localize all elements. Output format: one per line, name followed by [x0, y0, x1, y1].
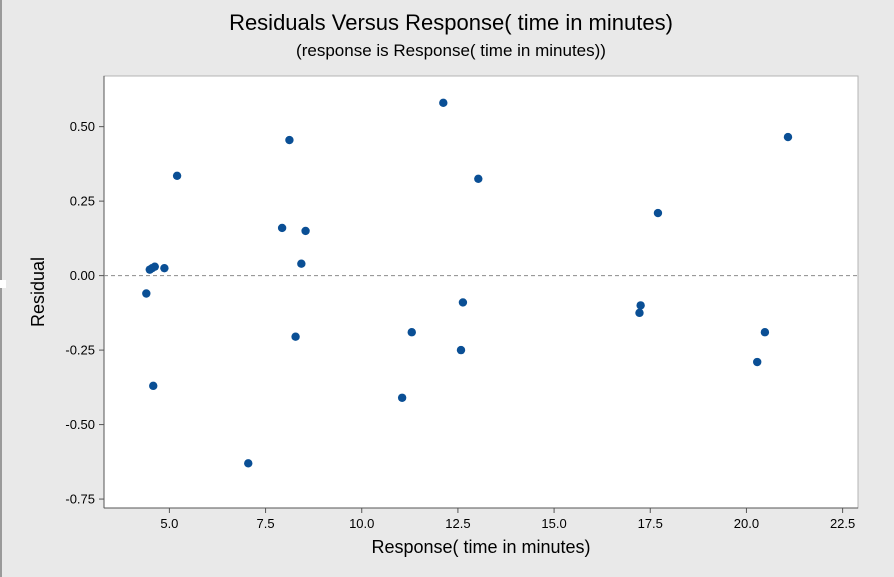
- x-tick-label: 22.5: [830, 516, 855, 531]
- y-tick-label: -0.50: [65, 417, 95, 432]
- scatter-point: [285, 135, 294, 145]
- chart-subtitle: (response is Response( time in minutes)): [296, 41, 606, 60]
- scatter-point: [142, 289, 151, 298]
- window-left-border: [0, 0, 2, 577]
- scatter-point: [149, 381, 158, 391]
- scatter-point: [474, 174, 483, 183]
- x-tick-label: 17.5: [638, 516, 663, 531]
- scatter-point: [753, 357, 762, 367]
- scatter-point: [439, 98, 448, 108]
- y-tick-label: 0.50: [70, 119, 95, 134]
- scatter-point: [456, 345, 466, 355]
- scatter-point: [160, 263, 169, 273]
- scatter-point: [783, 132, 793, 142]
- scatter-point: [301, 226, 310, 236]
- scatter-point: [291, 332, 300, 341]
- x-axis-label: Response( time in minutes): [371, 537, 590, 557]
- plot-area: [103, 75, 859, 509]
- scatter-point: [277, 223, 287, 233]
- y-tick-label: 0.25: [70, 194, 95, 209]
- x-tick-label: 7.5: [257, 516, 275, 531]
- chart-title: Residuals Versus Response( time in minut…: [229, 10, 673, 35]
- x-tick-label: 20.0: [734, 516, 759, 531]
- scatter-point: [244, 459, 253, 468]
- scatter-point: [760, 328, 770, 337]
- x-tick-label: 10.0: [349, 516, 374, 531]
- x-tick-label: 15.0: [541, 516, 566, 531]
- y-tick-label: -0.75: [65, 492, 95, 507]
- scatter-point: [458, 298, 468, 307]
- scatter-point: [407, 328, 416, 337]
- scatter-point: [297, 259, 306, 268]
- scatter-point: [150, 262, 159, 271]
- y-axis-label: Residual: [28, 257, 48, 327]
- data-points: [142, 98, 793, 468]
- y-axis-ticks: -0.75 -0.50 -0.25 0.00 0.25 0.50: [65, 119, 104, 507]
- scatter-point: [397, 393, 407, 402]
- scatter-point: [172, 171, 182, 181]
- window-edge-marker: [0, 280, 6, 288]
- y-tick-label: -0.25: [65, 343, 95, 358]
- scatter-point: [636, 301, 645, 310]
- x-axis-ticks: 5.0 7.5 10.0 12.5 15.0 17.5 20.0 22.5: [160, 508, 855, 531]
- x-tick-label: 5.0: [160, 516, 178, 531]
- y-tick-label: 0.00: [70, 268, 95, 283]
- scatter-point: [635, 308, 644, 318]
- x-tick-label: 12.5: [445, 516, 470, 531]
- scatter-point: [653, 208, 663, 218]
